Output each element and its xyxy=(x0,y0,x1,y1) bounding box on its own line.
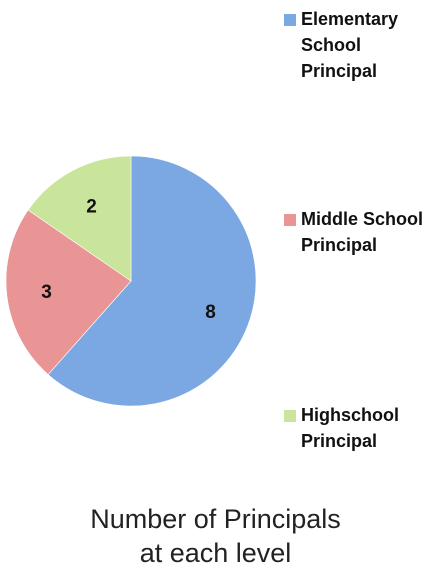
chart-title: Number of Principals at each level xyxy=(90,504,341,568)
pie-slice-highschool xyxy=(27,155,132,282)
data-label-elementary: 8 xyxy=(205,302,216,323)
pie-slice-middle-school xyxy=(5,209,132,375)
data-label-highschool: 2 xyxy=(86,197,97,218)
legend-swatch-highschool xyxy=(284,410,296,422)
legend-label-elementary: Elementary School Principal xyxy=(301,9,399,81)
legend-swatch-elementary xyxy=(284,14,296,26)
legend-item-elementary: Elementary School Principal xyxy=(284,6,429,84)
pie-slices xyxy=(5,155,257,407)
legend-item-middle-school: Middle School Principal xyxy=(284,206,429,258)
pie-slice-elementary xyxy=(47,155,257,407)
legend-swatch-middle-school xyxy=(284,214,296,226)
legend-item-highschool: Highschool Principal xyxy=(284,402,429,454)
data-label-middle-school: 3 xyxy=(41,282,52,303)
legend-label-highschool: Highschool Principal xyxy=(301,405,399,451)
pie-data-labels: 8 3 2 xyxy=(41,197,215,323)
legend-label-middle-school: Middle School Principal xyxy=(301,209,424,255)
